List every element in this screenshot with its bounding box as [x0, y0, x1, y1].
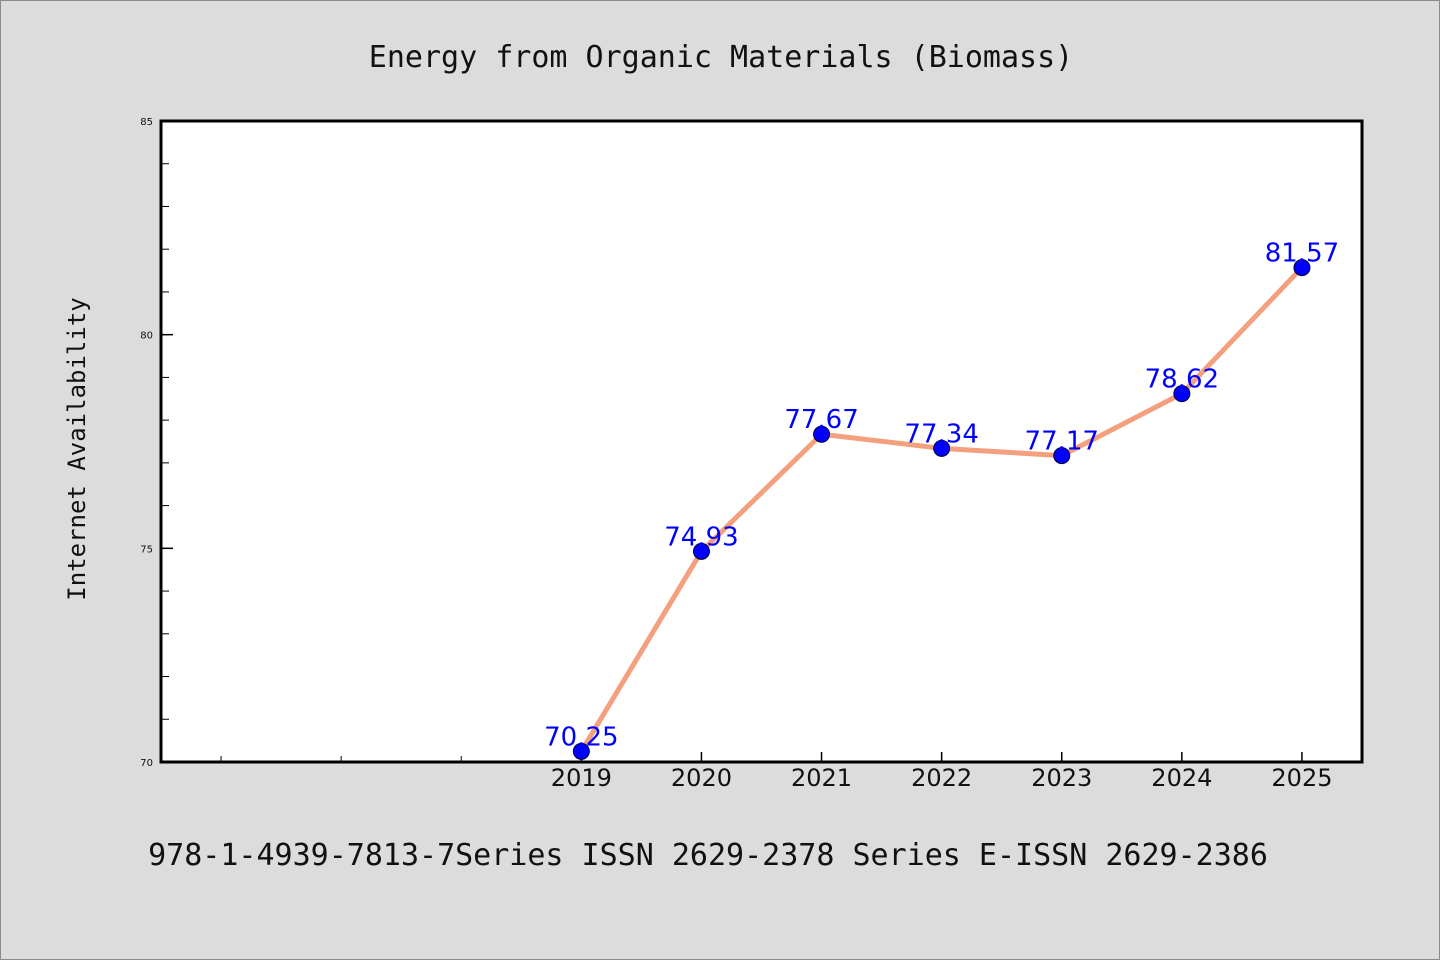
data-point — [1053, 447, 1071, 465]
y-tick-label: 75 — [140, 544, 153, 555]
data-label: 74.93 — [664, 522, 738, 552]
x-tick-label: 2019 — [551, 764, 612, 792]
y-tick-label: 85 — [140, 117, 153, 128]
data-label: 77.34 — [904, 419, 978, 449]
data-label: 81.57 — [1265, 239, 1339, 269]
data-point — [692, 542, 710, 560]
series-layer: 70.25 74.93 77.67 77.34 77.17 78.62 81.57 — [544, 239, 1339, 760]
data-point — [813, 425, 831, 443]
axes: 70 75 80 85 2019 2020 2021 2022 2023 2024 2025 — [140, 117, 1332, 792]
chart-title: Energy from Organic Materials (Biomass) — [369, 40, 1073, 75]
y-tick-label: 70 — [140, 758, 153, 769]
y-tick-label: 80 — [140, 331, 153, 342]
data-point — [572, 742, 590, 760]
data-label: 70.25 — [544, 722, 618, 752]
data-label: 78.62 — [1145, 365, 1219, 395]
data-point — [1293, 259, 1311, 277]
x-tick-label: 2024 — [1151, 764, 1212, 792]
y-axis-label: Internet Availability — [63, 297, 91, 600]
data-point — [1173, 385, 1191, 403]
plot-area — [159, 119, 1364, 764]
data-label: 77.17 — [1025, 427, 1099, 457]
x-tick-label: 2021 — [791, 764, 852, 792]
data-label: 77.67 — [784, 405, 858, 435]
footer-isbn-text: 978-1-4939-7813-7Series ISSN 2629-2378 S… — [148, 838, 1268, 873]
x-tick-label: 2020 — [671, 764, 732, 792]
data-point — [933, 439, 951, 457]
x-tick-label: 2025 — [1271, 764, 1332, 792]
x-tick-label: 2023 — [1031, 764, 1092, 792]
x-tick-label: 2022 — [911, 764, 972, 792]
